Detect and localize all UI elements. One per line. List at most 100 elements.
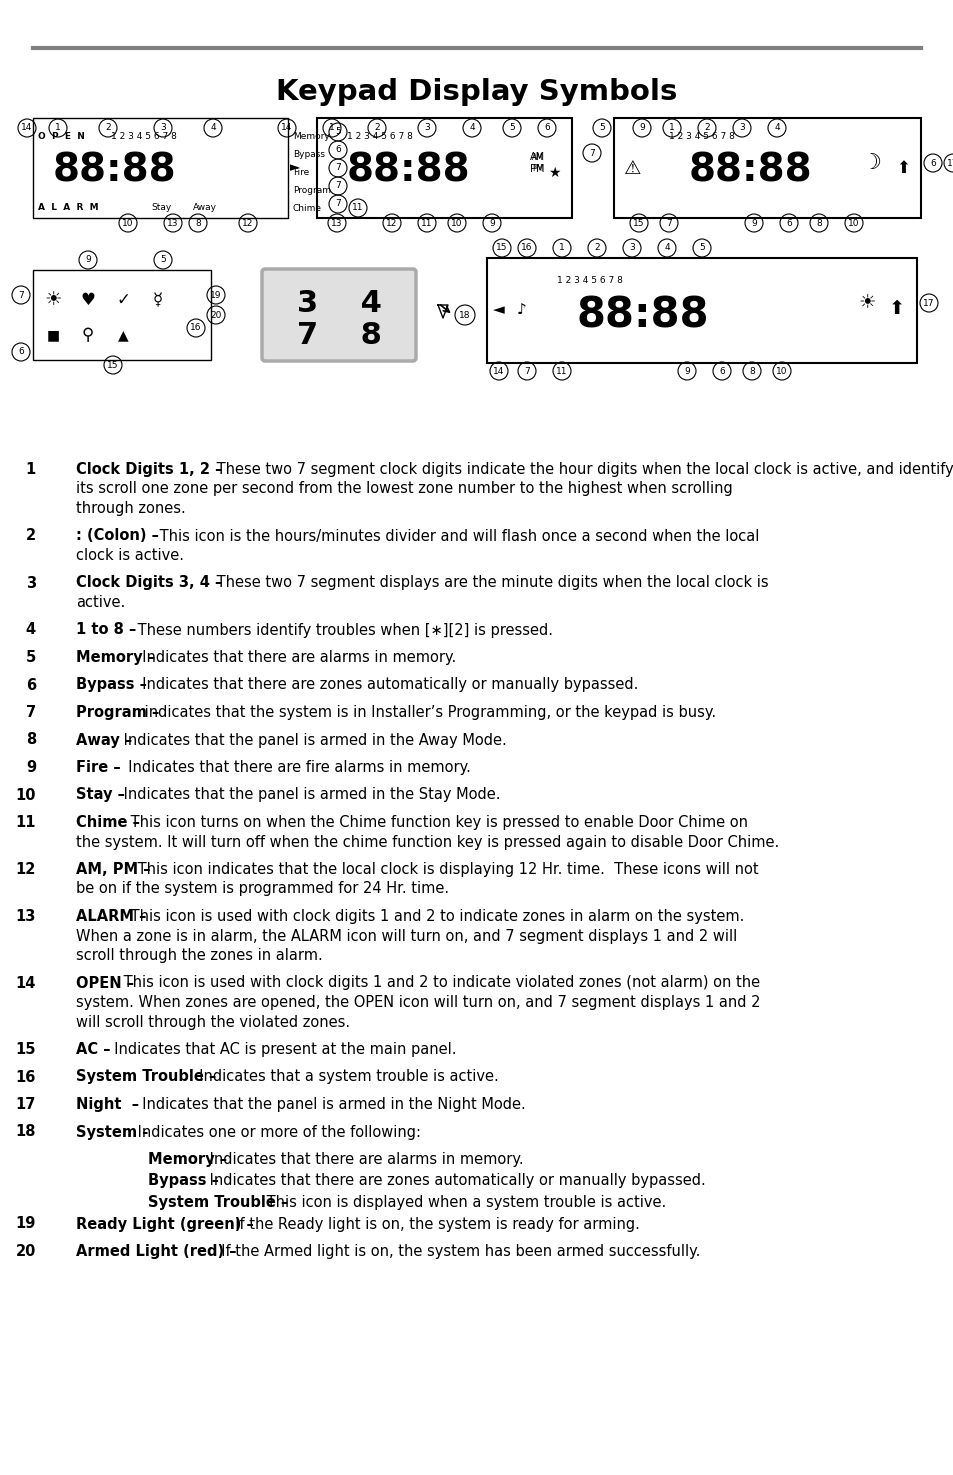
Text: If the Armed light is on, the system has been armed successfully.: If the Armed light is on, the system has…	[212, 1243, 700, 1260]
Text: ★: ★	[547, 167, 559, 180]
Text: 14: 14	[15, 975, 36, 991]
Text: ♥: ♥	[80, 291, 95, 308]
Text: Memory: Memory	[293, 131, 330, 142]
Text: A  L  A  R  M: A L A R M	[38, 204, 98, 212]
Text: 16: 16	[15, 1069, 36, 1084]
Text: Bypass –: Bypass –	[76, 677, 147, 692]
Text: 8: 8	[748, 366, 754, 376]
Text: 3: 3	[26, 575, 36, 590]
Text: ✓: ✓	[116, 291, 130, 308]
Text: Indicates one or more of the following:: Indicates one or more of the following:	[133, 1124, 421, 1140]
Text: 1: 1	[668, 124, 674, 133]
Text: AM: AM	[532, 153, 543, 162]
Text: 8: 8	[815, 218, 821, 227]
Text: 7: 7	[523, 366, 529, 376]
Text: 15: 15	[496, 243, 507, 252]
Text: When a zone is in alarm, the ALARM icon will turn on, and 7 segment displays 1 a: When a zone is in alarm, the ALARM icon …	[76, 928, 737, 944]
Text: 15: 15	[107, 360, 118, 370]
Text: Night  –: Night –	[76, 1097, 139, 1112]
Text: its scroll one zone per second from the lowest zone number to the highest when s: its scroll one zone per second from the …	[76, 481, 732, 497]
Text: Indicates that there are alarms in memory.: Indicates that there are alarms in memor…	[133, 650, 456, 665]
Text: 88:88: 88:88	[347, 150, 470, 189]
Text: 13: 13	[15, 909, 36, 923]
Text: 17: 17	[15, 1097, 36, 1112]
Text: O  P  E  N: O P E N	[38, 131, 85, 142]
Text: Stay –: Stay –	[76, 788, 125, 802]
Text: 1 2 3 4 5 6 7 8: 1 2 3 4 5 6 7 8	[111, 131, 176, 142]
Text: 7: 7	[18, 291, 24, 299]
Text: This icon is displayed when a system trouble is active.: This icon is displayed when a system tro…	[262, 1195, 666, 1209]
Text: This icon is the hours/minutes divider and will flash once a second when the loc: This icon is the hours/minutes divider a…	[154, 528, 759, 543]
Text: PM: PM	[532, 164, 542, 173]
Text: Fire: Fire	[293, 168, 309, 177]
Text: 2: 2	[374, 124, 379, 133]
Text: 11: 11	[556, 366, 567, 376]
Text: 9: 9	[683, 366, 689, 376]
FancyBboxPatch shape	[262, 268, 416, 361]
Text: 20: 20	[210, 311, 221, 320]
Text: This icon indicates that the local clock is displaying 12 Hr. time.  These icons: This icon indicates that the local clock…	[133, 861, 758, 878]
Text: 7: 7	[26, 705, 36, 720]
Text: This icon turns on when the Chime function key is pressed to enable Door Chime o: This icon turns on when the Chime functi…	[126, 816, 747, 830]
Text: through zones.: through zones.	[76, 502, 186, 516]
Text: 15: 15	[633, 218, 644, 227]
Text: Stay: Stay	[151, 204, 172, 212]
Text: 4: 4	[663, 243, 669, 252]
Text: 6: 6	[335, 146, 340, 155]
Text: 14: 14	[493, 366, 504, 376]
Text: This icon is used with clock digits 1 and 2 to indicate violated zones (not alar: This icon is used with clock digits 1 an…	[119, 975, 760, 991]
Text: 6: 6	[719, 366, 724, 376]
Text: ▲: ▲	[117, 327, 128, 342]
Text: 9: 9	[489, 218, 495, 227]
Bar	[614, 118, 920, 218]
Text: 3: 3	[160, 124, 166, 133]
Text: 18: 18	[458, 311, 470, 320]
Text: 7: 7	[335, 181, 340, 190]
Text: 16: 16	[190, 323, 201, 332]
Text: be on if the system is programmed for 24 Hr. time.: be on if the system is programmed for 24…	[76, 882, 449, 897]
Text: ☿: ☿	[152, 291, 163, 308]
Text: These two 7 segment displays are the minute digits when the local clock is: These two 7 segment displays are the min…	[212, 575, 768, 590]
Text: 3    4: 3 4	[296, 289, 381, 317]
Text: ⬆: ⬆	[895, 159, 909, 177]
Text: This icon is used with clock digits 1 and 2 to indicate zones in alarm on the sy: This icon is used with clock digits 1 an…	[126, 909, 743, 923]
Text: System Trouble –: System Trouble –	[148, 1195, 288, 1209]
Text: 14: 14	[281, 124, 293, 133]
Text: Clock Digits 3, 4 –: Clock Digits 3, 4 –	[76, 575, 222, 590]
Text: Indicates that there are zones automatically or manually bypassed.: Indicates that there are zones automatic…	[133, 677, 638, 692]
Text: 11: 11	[421, 218, 433, 227]
Text: 15: 15	[15, 1041, 36, 1058]
Text: 13: 13	[167, 218, 178, 227]
Text: AM
PM: AM PM	[529, 152, 544, 174]
Text: Armed Light (red) –: Armed Light (red) –	[76, 1243, 236, 1260]
Text: 11: 11	[15, 816, 36, 830]
Text: 7: 7	[589, 149, 595, 158]
Text: Memory –: Memory –	[76, 650, 154, 665]
Text: Clock Digits 1, 2 –: Clock Digits 1, 2 –	[76, 462, 222, 476]
Bar	[316, 118, 572, 218]
Text: Away –: Away –	[76, 733, 132, 748]
Text: Indicates that the panel is armed in the Night Mode.: Indicates that the panel is armed in the…	[133, 1097, 525, 1112]
Text: If the Ready light is on, the system is ready for arming.: If the Ready light is on, the system is …	[226, 1217, 639, 1232]
Text: AC –: AC –	[76, 1041, 111, 1058]
Text: 5: 5	[26, 650, 36, 665]
Text: Indicates that there are zones automatically or manually bypassed.: Indicates that there are zones automatic…	[205, 1174, 705, 1189]
Text: 6: 6	[785, 218, 791, 227]
Text: 1 2 3 4 5 6 7 8: 1 2 3 4 5 6 7 8	[347, 131, 413, 142]
Text: 8: 8	[195, 218, 201, 227]
Text: 5: 5	[160, 255, 166, 264]
Text: ►: ►	[290, 161, 299, 174]
Text: 18: 18	[15, 1124, 36, 1140]
Text: Chime: Chime	[293, 204, 322, 212]
Text: AM, PM –: AM, PM –	[76, 861, 151, 878]
Text: 4: 4	[774, 124, 779, 133]
Text: These numbers identify troubles when [∗][2] is pressed.: These numbers identify troubles when [∗]…	[133, 622, 553, 637]
Text: Memory –: Memory –	[148, 1152, 227, 1167]
Text: clock is active.: clock is active.	[76, 549, 184, 563]
Text: Keypad Display Symbols: Keypad Display Symbols	[276, 78, 677, 106]
Text: System Trouble –: System Trouble –	[76, 1069, 216, 1084]
Text: ♪: ♪	[517, 302, 526, 317]
Text: 1: 1	[26, 462, 36, 476]
Text: 12: 12	[15, 861, 36, 878]
Text: 4: 4	[26, 622, 36, 637]
